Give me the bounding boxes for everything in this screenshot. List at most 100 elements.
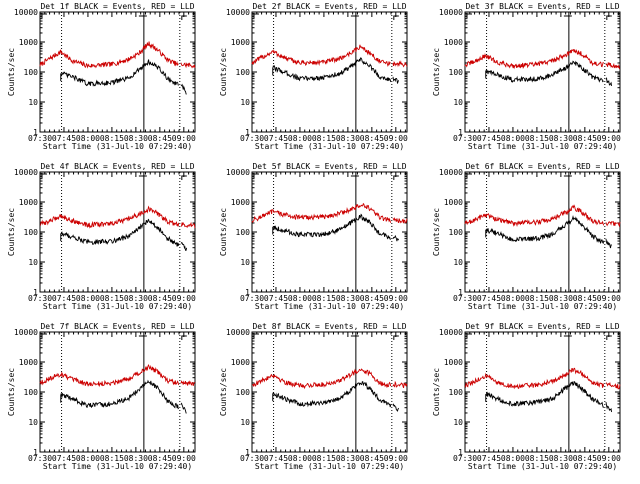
bracket-mark bbox=[393, 175, 399, 180]
plot-frame bbox=[251, 11, 408, 133]
y-tick-label: 100 bbox=[236, 388, 251, 397]
bracket-mark bbox=[466, 173, 472, 178]
x-tick-label: 07:45 bbox=[477, 134, 501, 143]
x-tick-label: 08:15 bbox=[312, 294, 336, 303]
bracket-mark bbox=[41, 333, 47, 338]
y-tick-label: 1000 bbox=[19, 198, 38, 207]
x-tick-label: 08:00 bbox=[288, 454, 312, 463]
series-line-lld-2 bbox=[392, 60, 408, 68]
series-line-lld-2 bbox=[392, 380, 408, 389]
panel-title: Det 5f BLACK = Events, RED = LLD bbox=[252, 162, 406, 171]
x-tick-label: 09:00 bbox=[384, 134, 408, 143]
bracket-mark bbox=[253, 13, 259, 18]
series-line-lld-1 bbox=[464, 204, 605, 227]
y-tick-label: 10 bbox=[453, 258, 463, 267]
panel-title: Det 8f BLACK = Events, RED = LLD bbox=[252, 322, 406, 331]
panel-3: Det 3f BLACK = Events, RED = LLD 1 10 100 10… bbox=[432, 2, 621, 151]
x-tick-label: 07:45 bbox=[264, 134, 288, 143]
series-line-lld-1 bbox=[39, 41, 179, 69]
series-line-lld-1 bbox=[40, 205, 180, 229]
x-tick-label: 07:45 bbox=[477, 294, 501, 303]
series-line-events-1 bbox=[485, 381, 605, 409]
y-tick-label: 10 bbox=[28, 418, 38, 427]
y-tick-label: 1 bbox=[33, 288, 38, 297]
panel-1: Det 1f BLACK = Events, RED = LLD 1 10 100 10… bbox=[7, 2, 196, 151]
series-line-events-2 bbox=[605, 77, 613, 86]
y-tick-label: 10 bbox=[453, 418, 463, 427]
series-line-events-1 bbox=[485, 215, 605, 245]
y-tick-label: 1000 bbox=[231, 38, 250, 47]
x-tick-label: 08:30 bbox=[549, 134, 573, 143]
y-tick-label: 1 bbox=[458, 288, 463, 297]
bracket-mark bbox=[606, 335, 612, 340]
y-axis-label: Counts/sec bbox=[219, 368, 228, 416]
panel-9: Det 9f BLACK = Events, RED = LLD 1 10 100 10… bbox=[432, 322, 621, 471]
y-tick-label: 10 bbox=[453, 98, 463, 107]
series-line-lld-2 bbox=[605, 381, 621, 390]
x-tick-label: 08:45 bbox=[573, 454, 597, 463]
x-tick-label: 08:30 bbox=[549, 454, 573, 463]
x-tick-label: 08:15 bbox=[100, 454, 124, 463]
series-line-lld-2 bbox=[180, 62, 196, 69]
x-tick-label: 08:00 bbox=[501, 134, 525, 143]
series-line-events-2 bbox=[605, 402, 613, 413]
y-tick-label: 10 bbox=[240, 418, 250, 427]
y-tick-label: 1 bbox=[33, 128, 38, 137]
x-tick-label: 07:30 bbox=[240, 454, 264, 463]
x-tick-label: 08:00 bbox=[501, 294, 525, 303]
x-axis-label: Start Time (31-Jul-10 07:29:40) bbox=[255, 302, 404, 311]
x-tick-label: 07:30 bbox=[453, 454, 477, 463]
y-tick-label: 100 bbox=[24, 228, 39, 237]
panel-4: Det 4f BLACK = Events, RED = LLD 1 10 100 10… bbox=[7, 162, 196, 311]
series-line-events-2 bbox=[392, 234, 400, 242]
y-axis-label: Counts/sec bbox=[7, 208, 16, 256]
x-tick-label: 08:30 bbox=[336, 294, 360, 303]
x-tick-label: 07:45 bbox=[52, 134, 76, 143]
y-axis-label: Counts/sec bbox=[7, 48, 16, 96]
y-tick-label: 10000 bbox=[14, 328, 38, 337]
series-line-events-2 bbox=[605, 238, 612, 249]
series-line-lld-1 bbox=[464, 48, 605, 70]
x-tick-label: 08:15 bbox=[525, 134, 549, 143]
x-tick-label: 07:45 bbox=[52, 454, 76, 463]
x-tick-label: 09:00 bbox=[597, 294, 621, 303]
x-tick-label: 07:45 bbox=[264, 454, 288, 463]
series-line-events-2 bbox=[180, 83, 187, 95]
x-tick-label: 08:45 bbox=[573, 134, 597, 143]
series-line-events-2 bbox=[392, 76, 400, 84]
y-axis-label: Counts/sec bbox=[432, 208, 441, 256]
x-tick-label: 08:45 bbox=[148, 134, 172, 143]
series-line-lld-1 bbox=[251, 202, 392, 224]
x-tick-label: 09:00 bbox=[172, 454, 196, 463]
y-tick-label: 1 bbox=[458, 128, 463, 137]
plot-frame bbox=[251, 331, 408, 453]
x-axis-label: Start Time (31-Jul-10 07:29:40) bbox=[255, 462, 404, 471]
y-tick-label: 100 bbox=[449, 388, 464, 397]
x-tick-label: 08:30 bbox=[336, 134, 360, 143]
series-line-events-1 bbox=[272, 57, 392, 83]
y-tick-label: 100 bbox=[449, 228, 464, 237]
x-tick-label: 07:45 bbox=[477, 454, 501, 463]
x-tick-label: 08:45 bbox=[148, 454, 172, 463]
x-tick-label: 08:30 bbox=[549, 294, 573, 303]
series-line-events-1 bbox=[60, 218, 180, 247]
x-tick-label: 08:30 bbox=[124, 294, 148, 303]
x-tick-label: 08:00 bbox=[501, 454, 525, 463]
y-tick-label: 10000 bbox=[439, 168, 463, 177]
y-tick-label: 1000 bbox=[19, 358, 38, 367]
x-tick-label: 07:30 bbox=[28, 294, 52, 303]
bracket-mark bbox=[606, 15, 612, 20]
x-tick-label: 08:15 bbox=[312, 454, 336, 463]
x-axis-label: Start Time (31-Jul-10 07:29:40) bbox=[43, 462, 192, 471]
y-axis-label: Counts/sec bbox=[432, 368, 441, 416]
bracket-mark bbox=[393, 335, 399, 340]
x-tick-label: 07:30 bbox=[240, 294, 264, 303]
x-axis-label: Start Time (31-Jul-10 07:29:40) bbox=[43, 302, 192, 311]
y-tick-label: 10000 bbox=[226, 168, 250, 177]
x-tick-label: 07:45 bbox=[52, 294, 76, 303]
y-tick-label: 1 bbox=[245, 288, 250, 297]
x-tick-label: 08:15 bbox=[525, 454, 549, 463]
y-axis-label: Counts/sec bbox=[219, 48, 228, 96]
x-axis-label: Start Time (31-Jul-10 07:29:40) bbox=[255, 142, 404, 151]
